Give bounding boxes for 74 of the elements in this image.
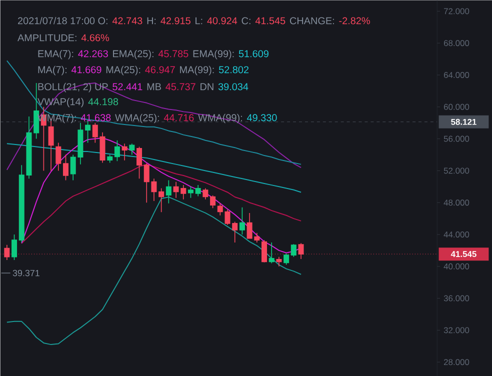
annotation: 41.638	[80, 114, 111, 122]
candlestick	[129, 143, 135, 156]
candlestick	[195, 184, 201, 197]
candlestick	[298, 242, 304, 260]
candlestick	[202, 188, 208, 200]
annotation: AMPLITUDE:	[18, 34, 76, 42]
annotation: 2021/07/18 17:00 O:	[18, 16, 108, 24]
y-tick-label: 36.000	[444, 295, 470, 302]
annotation: EMA(7):	[38, 50, 74, 60]
annotation: 41.545	[255, 17, 286, 24]
candlestick	[12, 234, 18, 260]
candlestick	[188, 186, 194, 198]
annotation: EMA(99):	[193, 50, 234, 60]
candlestick	[62, 154, 68, 181]
y-tick-label: 48.000	[444, 200, 470, 206]
candlestick	[276, 256, 282, 267]
candlestick	[239, 206, 245, 235]
annotation: 46.947	[145, 66, 175, 74]
annotation: 44.716	[164, 114, 194, 122]
candlestick	[100, 132, 106, 164]
annotation: CHANGE:	[290, 17, 334, 24]
annotation: 4.66%	[81, 34, 110, 42]
annotation: 42.263	[78, 50, 108, 58]
annotation: 52.441	[112, 83, 142, 90]
annotation: MA(25):	[106, 66, 140, 76]
annotation: 45.737	[166, 83, 196, 90]
annotation: 42.915	[160, 17, 190, 24]
y-tick-label: 32.000	[444, 327, 470, 334]
annotation: 41.669	[71, 66, 102, 74]
y-tick-label: 60.000	[444, 104, 470, 110]
annotation: 39.371	[12, 270, 40, 276]
annotation: 44.198	[88, 98, 118, 106]
y-tick-label: 56.000	[444, 136, 470, 142]
candlestick	[284, 253, 290, 266]
annotation: 39.034	[218, 83, 248, 90]
annotation: 49.330	[246, 114, 277, 122]
y-tick-label: 72.000	[444, 8, 470, 14]
candlestick	[262, 240, 268, 263]
candlestick	[232, 221, 238, 243]
text: -2.82%	[339, 17, 370, 24]
candlestick	[107, 154, 113, 164]
candlestick	[92, 122, 98, 144]
annotation: MA(7):	[38, 66, 66, 76]
annotation: 52.802	[218, 66, 249, 74]
y-tick-label: 28.000	[444, 359, 470, 366]
candlestick	[166, 180, 172, 204]
candlestick	[122, 143, 128, 161]
ref-line-label: 41.545	[450, 251, 476, 257]
y-tick-label: 68.000	[444, 40, 470, 46]
candlestick	[4, 244, 10, 260]
candlestick	[56, 142, 62, 172]
annotation: MA(99):	[180, 66, 214, 76]
candlestick	[114, 140, 120, 162]
annotation: 45.785	[158, 50, 188, 58]
annotation: 51.609	[238, 50, 268, 58]
candlestick	[34, 82, 40, 140]
y-tick-label: 40.000	[444, 263, 470, 270]
ref-line-label: 58.121	[451, 118, 476, 125]
annotation: DN	[200, 83, 214, 90]
y-tick-label: 52.000	[444, 168, 470, 174]
candlestick	[210, 194, 216, 209]
candlestick	[290, 244, 296, 258]
candlestick	[136, 146, 142, 179]
annotation: WMA(25):	[115, 114, 159, 124]
y-tick-label: 64.000	[444, 72, 470, 78]
annotation: 40.924	[207, 17, 238, 24]
candlestick	[268, 242, 274, 264]
annotation: C:	[242, 17, 250, 24]
annotation: H:	[147, 17, 156, 24]
annotation: MB	[147, 83, 161, 90]
annotation: 42.743	[112, 17, 142, 24]
annotation: L:	[196, 17, 202, 24]
y-tick-label: 44.000	[444, 231, 470, 238]
annotation: EMA(25):	[113, 50, 154, 60]
